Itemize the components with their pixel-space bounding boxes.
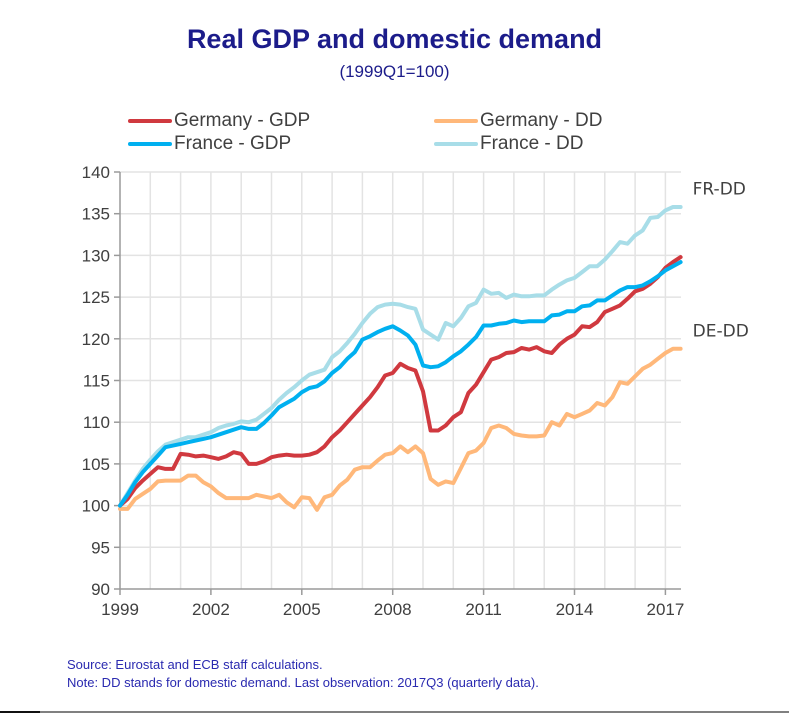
y-tick-label: 125 bbox=[82, 288, 110, 307]
series-line-france-dd bbox=[118, 205, 683, 508]
x-tick-label: 2011 bbox=[465, 600, 502, 619]
annotation-fr-dd: FR-DD bbox=[693, 180, 746, 200]
axes bbox=[114, 171, 681, 595]
series-line-germany-dd bbox=[118, 346, 683, 512]
legend-item-germany-dd: Germany - DD bbox=[434, 110, 602, 132]
y-tick-label: 95 bbox=[91, 538, 110, 557]
gridlines bbox=[120, 171, 681, 589]
x-tick-label: 2014 bbox=[556, 600, 594, 619]
tick-labels: 90 95 100 105 110 115 120 125 130 135 140 1999 2002 2… bbox=[82, 163, 685, 619]
y-tick-label: 140 bbox=[82, 163, 110, 182]
y-tick-label: 120 bbox=[82, 330, 110, 349]
series-lines bbox=[118, 205, 683, 512]
x-tick-label: 2017 bbox=[646, 600, 684, 619]
legend-swatch-germany-gdp bbox=[128, 119, 172, 123]
y-tick-label: 110 bbox=[83, 413, 110, 432]
chart-subtitle: (1999Q1=100) bbox=[339, 62, 450, 81]
chart-title: Real GDP and domestic demand bbox=[186, 24, 603, 54]
legend-item-france-dd: France - DD bbox=[434, 133, 583, 155]
legend-label: France - GDP bbox=[174, 133, 292, 154]
legend-swatch-france-dd bbox=[434, 142, 478, 146]
series-line-germany-gdp bbox=[118, 255, 683, 508]
y-tick-label: 105 bbox=[82, 455, 110, 474]
legend-label: France - DD bbox=[480, 133, 584, 154]
y-tick-label: 130 bbox=[82, 246, 110, 265]
y-tick-label: 115 bbox=[83, 372, 110, 391]
legend-item-germany-gdp: Germany - GDP bbox=[128, 110, 310, 132]
annotation-de-dd: DE-DD bbox=[693, 321, 749, 341]
legend-label: Germany - GDP bbox=[174, 110, 311, 131]
y-tick-label: 90 bbox=[91, 580, 110, 599]
bottom-rule bbox=[0, 711, 789, 713]
legend-swatch-france-gdp bbox=[128, 142, 172, 146]
chart-notes: Source: Eurostat and ECB staff calculati… bbox=[67, 656, 539, 692]
series-line-france-gdp bbox=[118, 260, 683, 508]
annotations: FR-DD DE-DD bbox=[693, 180, 749, 342]
x-tick-label: 2005 bbox=[283, 600, 321, 619]
x-tick-label: 1999 bbox=[101, 600, 139, 619]
y-tick-label: 135 bbox=[82, 205, 110, 224]
x-tick-label: 2008 bbox=[374, 600, 412, 619]
y-tick-label: 100 bbox=[82, 497, 110, 516]
legend-item-france-gdp: France - GDP bbox=[128, 133, 291, 155]
legend-swatch-germany-dd bbox=[434, 119, 478, 123]
bottom-rule-accent bbox=[0, 711, 40, 713]
data-note: Note: DD stands for domestic demand. Las… bbox=[67, 675, 539, 690]
source-note: Source: Eurostat and ECB staff calculati… bbox=[67, 657, 323, 672]
legend-label: Germany - DD bbox=[480, 110, 603, 131]
x-tick-label: 2002 bbox=[192, 600, 230, 619]
